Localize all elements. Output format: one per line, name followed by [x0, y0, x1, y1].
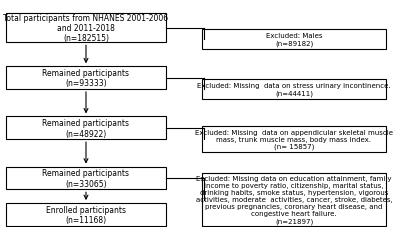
FancyBboxPatch shape — [202, 30, 386, 50]
Text: Excluded: Missing  data on stress urinary incontinence.
(n=44411): Excluded: Missing data on stress urinary… — [197, 83, 391, 96]
FancyBboxPatch shape — [6, 203, 166, 226]
Text: Remained participants
(n=48922): Remained participants (n=48922) — [42, 118, 130, 138]
Text: Remained participants
(n=33065): Remained participants (n=33065) — [42, 168, 130, 188]
Text: Excluded: Males
(n=89182): Excluded: Males (n=89182) — [266, 33, 322, 47]
FancyBboxPatch shape — [202, 127, 386, 153]
Text: Excluded: Missing  data on appendicular skeletal muscle
mass, trunk muscle mass,: Excluded: Missing data on appendicular s… — [195, 129, 393, 150]
Text: Excluded: Missing data on education attainment, family
income to poverty ratio, : Excluded: Missing data on education atta… — [196, 176, 392, 224]
FancyBboxPatch shape — [202, 79, 386, 100]
Text: Total participants from NHANES 2001-2006
and 2011-2018
(n=182515): Total participants from NHANES 2001-2006… — [4, 14, 168, 43]
Text: Enrolled participants
(n=11168): Enrolled participants (n=11168) — [46, 205, 126, 224]
Text: Remained participants
(n=93333): Remained participants (n=93333) — [42, 69, 130, 88]
FancyBboxPatch shape — [6, 14, 166, 43]
FancyBboxPatch shape — [6, 167, 166, 190]
FancyBboxPatch shape — [6, 67, 166, 90]
FancyBboxPatch shape — [6, 117, 166, 140]
FancyBboxPatch shape — [202, 174, 386, 226]
